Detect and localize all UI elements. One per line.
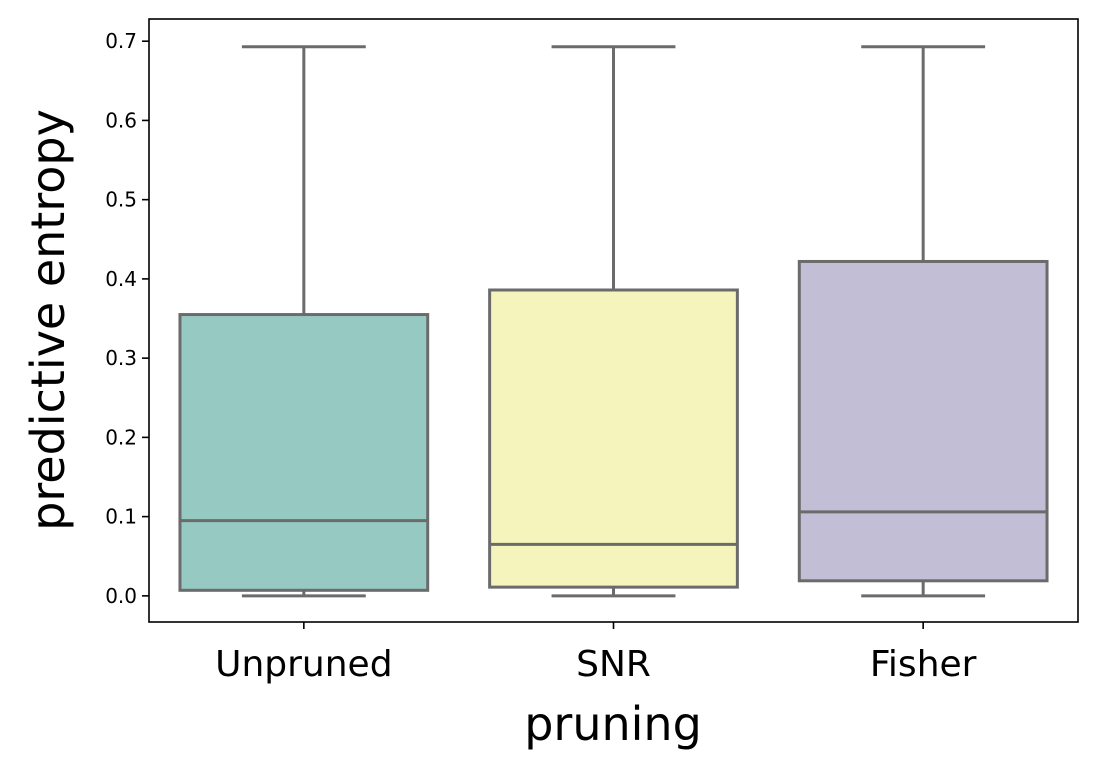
iqr-box: [797, 259, 1049, 583]
y-axis: 0.0 0.1 0.2 0.3 0.4 0.5 0.6 0.7: [105, 29, 149, 608]
box-group: [797, 45, 1049, 598]
x-axis-title: pruning: [524, 697, 702, 751]
y-tick-label: 0.1: [105, 505, 137, 529]
y-tick-label: 0.0: [105, 584, 137, 608]
y-tick-label: 0.3: [105, 346, 137, 370]
y-tick-label: 0.6: [105, 108, 137, 132]
y-axis-title: predictive entropy: [21, 109, 75, 531]
y-tick-label: 0.4: [105, 267, 137, 291]
y-tick-label: 0.2: [105, 425, 137, 449]
x-tick-label: Unpruned: [215, 644, 392, 685]
iqr-box: [488, 288, 739, 589]
y-tick-label: 0.7: [105, 29, 137, 53]
boxes-layer: [178, 45, 1049, 598]
x-tick-label: SNR: [576, 644, 651, 685]
box-group: [178, 45, 430, 598]
box-group: [488, 45, 739, 598]
y-tick-label: 0.5: [105, 188, 137, 212]
x-axis: Unpruned SNR Fisher: [215, 622, 977, 685]
iqr-box: [178, 313, 430, 592]
x-tick-label: Fisher: [870, 644, 977, 685]
